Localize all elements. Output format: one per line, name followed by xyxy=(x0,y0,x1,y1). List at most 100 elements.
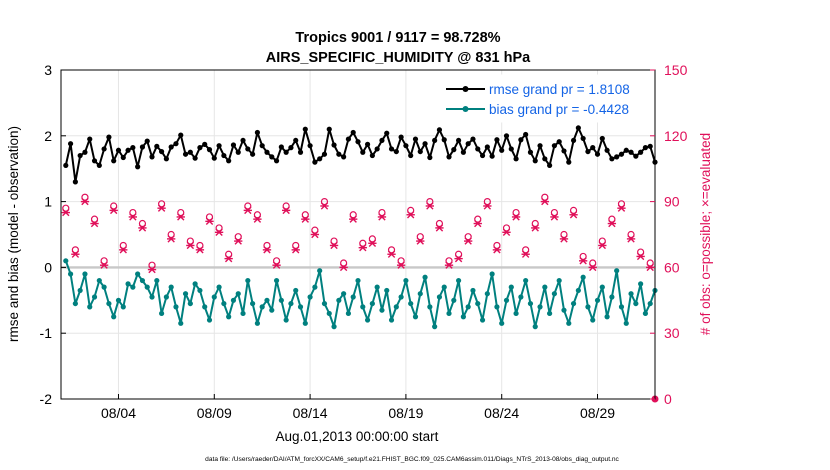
obs-possible-marker xyxy=(244,202,252,210)
series-point xyxy=(638,149,644,155)
series-point xyxy=(364,141,371,147)
series-point xyxy=(130,284,136,290)
series-point xyxy=(139,277,146,284)
series-point xyxy=(570,137,577,144)
series-point xyxy=(585,148,591,155)
obs-evaluated-marker xyxy=(234,237,243,245)
series-bias xyxy=(63,258,658,330)
series-point xyxy=(369,300,375,307)
obs-possible-marker xyxy=(474,215,482,223)
y-tick-label: 3 xyxy=(44,62,52,78)
series-point xyxy=(221,300,227,307)
obs-evaluated-marker xyxy=(569,211,578,219)
obs-possible-marker xyxy=(502,224,511,232)
obs-evaluated-marker xyxy=(119,246,128,254)
obs-evaluated-marker xyxy=(559,235,569,243)
obs-possible-marker xyxy=(387,246,396,254)
series-point xyxy=(427,154,433,161)
series-point xyxy=(226,314,232,320)
series-point xyxy=(441,137,447,143)
series-point xyxy=(523,131,529,138)
legend: rmse grand pr = 1.8108 bias grand pr = -… xyxy=(439,74,649,123)
series-point xyxy=(590,317,596,323)
obs-evaluated-marker xyxy=(253,215,262,223)
legend-box xyxy=(439,74,649,123)
y2-tick-label: 0 xyxy=(664,391,672,407)
series-point xyxy=(187,300,193,307)
obs-evaluated-marker xyxy=(454,254,463,263)
series-point xyxy=(441,284,447,290)
series-point xyxy=(642,310,649,317)
obs-possible-marker xyxy=(416,233,424,241)
series-point xyxy=(178,132,184,138)
series-point xyxy=(623,320,629,326)
series-point xyxy=(566,159,572,165)
obs-evaluated-marker xyxy=(368,239,377,247)
series-point xyxy=(336,151,342,157)
obs-evaluated-marker xyxy=(80,197,90,206)
series-point xyxy=(269,154,275,160)
series-line xyxy=(64,260,656,328)
obs-possible-marker xyxy=(407,206,415,214)
series-point xyxy=(63,258,69,264)
series-point xyxy=(326,126,332,132)
series-point xyxy=(355,277,361,284)
series-point xyxy=(604,147,610,153)
obs-evaluated-marker xyxy=(483,202,492,210)
obs-evaluated-marker xyxy=(473,219,482,228)
obs-possible-marker xyxy=(148,261,156,269)
series-point xyxy=(173,141,179,147)
series-point xyxy=(307,143,313,149)
series-point xyxy=(120,154,126,161)
series-point xyxy=(288,145,294,151)
series-point xyxy=(72,300,78,307)
series-point xyxy=(226,158,232,164)
series-point xyxy=(326,310,332,317)
obs-possible-marker xyxy=(205,213,214,221)
series-point xyxy=(647,300,653,307)
obs-evaluated-marker xyxy=(578,257,588,265)
series-point xyxy=(599,135,605,142)
obs-evaluated-marker xyxy=(492,246,502,254)
series-point xyxy=(609,294,615,300)
series-point xyxy=(427,304,433,310)
series-point xyxy=(178,320,184,326)
series-point xyxy=(317,268,323,274)
series-point xyxy=(293,137,299,144)
x-tick-label: 08/29 xyxy=(580,405,615,421)
obs-possible-marker xyxy=(282,202,290,210)
obs-possible-marker xyxy=(330,237,338,245)
obs-evaluated-marker xyxy=(396,261,406,269)
series-point xyxy=(647,143,653,149)
obs-possible-marker xyxy=(157,200,166,208)
obs-evaluated-marker xyxy=(425,202,435,210)
obs-possible-marker xyxy=(177,208,185,217)
series-point xyxy=(149,294,155,300)
series-point xyxy=(125,147,131,153)
obs-possible-marker xyxy=(62,204,70,212)
series-point xyxy=(451,297,457,303)
series-point xyxy=(532,324,538,330)
obs-possible-marker xyxy=(522,246,530,254)
obs-possible-marker xyxy=(196,241,204,250)
series-point xyxy=(96,162,102,169)
obs-possible-marker xyxy=(569,206,578,214)
obs-evaluated-marker xyxy=(636,252,645,261)
y-tick-label: 2 xyxy=(44,128,52,144)
series-point xyxy=(599,284,605,290)
series-point xyxy=(149,154,155,160)
series-point xyxy=(307,294,313,300)
obs-evaluated-marker xyxy=(61,208,70,217)
obs-possible-marker xyxy=(589,259,597,267)
series-point xyxy=(331,142,337,148)
series-point xyxy=(384,130,390,136)
series-point xyxy=(508,146,514,152)
obs-possible-marker xyxy=(167,230,175,239)
series-point xyxy=(144,284,150,290)
obs-evaluated-marker xyxy=(214,228,224,237)
obs-evaluated-marker xyxy=(195,246,205,254)
series-point xyxy=(254,129,261,136)
series-point xyxy=(580,274,586,280)
obs-evaluated-marker xyxy=(358,243,367,252)
series-point xyxy=(570,300,577,307)
